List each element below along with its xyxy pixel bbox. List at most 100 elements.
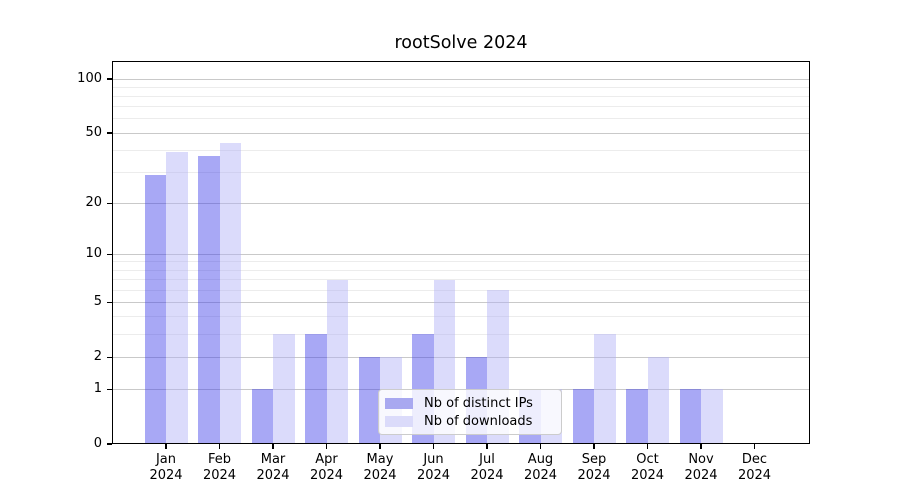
x-tick-label-dec: Dec 2024 bbox=[728, 452, 782, 483]
bar-distinct-ips-nov bbox=[679, 389, 701, 444]
x-tick-year-nov: 2024 bbox=[684, 467, 718, 483]
gridline-major-y-5 bbox=[112, 301, 810, 303]
legend-label-downloads: Nb of downloads bbox=[424, 413, 533, 429]
gridline-minor-y-30 bbox=[112, 171, 810, 173]
x-tick-label-mar: Mar 2024 bbox=[246, 452, 300, 483]
bar-downloads-sep bbox=[594, 334, 616, 444]
bar-distinct-ips-mar bbox=[251, 389, 273, 444]
x-tick-jan bbox=[165, 444, 167, 449]
x-tick-label-nov: Nov 2024 bbox=[674, 452, 728, 483]
x-tick-year-feb: 2024 bbox=[202, 467, 237, 483]
x-tick-year-mar: 2024 bbox=[256, 467, 290, 483]
gridline-minor-y-80 bbox=[112, 95, 810, 97]
gridline-major-y-100 bbox=[112, 78, 810, 80]
bar-downloads-oct bbox=[647, 357, 669, 444]
x-tick-nov bbox=[700, 444, 702, 449]
bar-downloads-mar bbox=[273, 334, 295, 444]
gridline-minor-y-6 bbox=[112, 289, 810, 291]
gridline-minor-y-3 bbox=[112, 333, 810, 335]
x-tick-dec bbox=[753, 444, 756, 449]
bar-distinct-ips-oct bbox=[626, 389, 648, 444]
x-tick-year-oct: 2024 bbox=[630, 467, 665, 483]
x-tick-month-sep: Sep bbox=[581, 452, 607, 467]
x-tick-label-jun: Jun 2024 bbox=[407, 452, 461, 483]
y-tick-2 bbox=[107, 356, 112, 358]
gridline-minor-y-4 bbox=[112, 316, 810, 318]
y-tick-label-0: 0 bbox=[93, 436, 102, 451]
gridline-minor-y-60 bbox=[112, 118, 810, 120]
x-tick-month-may: May bbox=[366, 452, 394, 467]
legend-item-downloads: Nb of downloads bbox=[385, 413, 553, 429]
x-tick-label-oct: Oct 2024 bbox=[621, 452, 675, 483]
gridline-major-y-10 bbox=[112, 253, 810, 255]
x-tick-label-sep: Sep 2024 bbox=[567, 452, 621, 483]
y-tick-1 bbox=[107, 388, 112, 390]
y-tick-label-20: 20 bbox=[85, 195, 102, 211]
x-tick-month-apr: Apr bbox=[315, 452, 338, 467]
x-tick-oct bbox=[646, 444, 649, 449]
x-tick-feb bbox=[218, 444, 221, 449]
y-tick-label-5: 5 bbox=[93, 294, 102, 310]
x-tick-month-aug: Aug bbox=[527, 452, 554, 467]
gridline-minor-y-40 bbox=[112, 149, 810, 151]
legend-swatch-downloads-icon bbox=[385, 415, 413, 427]
bar-downloads-feb bbox=[219, 142, 241, 444]
gridline-minor-y-7 bbox=[112, 279, 810, 281]
x-tick-sep bbox=[593, 444, 595, 449]
x-tick-label-aug: Aug 2024 bbox=[514, 452, 568, 483]
y-tick-label-10: 10 bbox=[85, 246, 102, 262]
x-tick-month-nov: Nov bbox=[688, 452, 714, 467]
y-tick-20 bbox=[107, 202, 112, 204]
gridline-minor-y-9 bbox=[112, 261, 810, 263]
x-tick-jun bbox=[432, 444, 435, 449]
gridline-minor-y-70 bbox=[112, 106, 810, 108]
y-tick-100 bbox=[107, 78, 112, 80]
bar-distinct-ips-sep bbox=[572, 389, 594, 444]
x-tick-month-jun: Jun bbox=[423, 452, 444, 467]
gridline-minor-y-8 bbox=[112, 269, 810, 271]
bar-downloads-jan bbox=[166, 152, 188, 444]
y-tick-5 bbox=[107, 301, 112, 303]
x-tick-year-jan: 2024 bbox=[149, 467, 183, 483]
x-tick-month-jan: Jan bbox=[155, 452, 177, 467]
y-tick-label-100: 100 bbox=[77, 71, 102, 86]
x-tick-apr bbox=[325, 444, 328, 449]
x-tick-label-apr: Apr 2024 bbox=[300, 452, 354, 483]
x-tick-year-jul: 2024 bbox=[470, 467, 504, 483]
y-tick-50 bbox=[107, 132, 112, 134]
y-tick-label-1: 1 bbox=[93, 381, 102, 397]
gridline-major-y-20 bbox=[112, 202, 810, 204]
gridline-major-y-50 bbox=[112, 132, 810, 134]
y-tick-label-50: 50 bbox=[85, 125, 102, 141]
y-tick-10 bbox=[107, 253, 112, 255]
x-tick-aug bbox=[539, 444, 542, 449]
x-tick-label-jan: Jan 2024 bbox=[139, 452, 193, 483]
x-tick-year-apr: 2024 bbox=[309, 467, 344, 483]
x-tick-month-oct: Oct bbox=[636, 452, 659, 467]
legend-swatch-distinct-ips-icon bbox=[385, 397, 413, 409]
gridline-minor-y-90 bbox=[112, 86, 810, 88]
x-tick-year-may: 2024 bbox=[363, 467, 397, 483]
x-tick-mar bbox=[272, 444, 274, 449]
chart-title: rootSolve 2024 bbox=[394, 33, 528, 53]
x-tick-month-feb: Feb bbox=[207, 452, 232, 467]
y-tick-0 bbox=[107, 443, 112, 445]
x-tick-year-aug: 2024 bbox=[523, 467, 558, 483]
bar-distinct-ips-apr bbox=[305, 334, 327, 444]
bar-distinct-ips-feb bbox=[198, 156, 220, 444]
y-tick-label-2: 2 bbox=[93, 349, 102, 365]
x-tick-month-dec: Dec bbox=[741, 452, 768, 467]
x-tick-may bbox=[379, 444, 381, 449]
bar-downloads-apr bbox=[326, 279, 348, 444]
legend-item-distinct-ips: Nb of distinct IPs bbox=[385, 395, 553, 411]
gridline-major-y-2 bbox=[112, 356, 810, 358]
legend-label-distinct-ips: Nb of distinct IPs bbox=[424, 395, 533, 411]
bar-downloads-nov bbox=[701, 389, 723, 444]
x-tick-label-may: May 2024 bbox=[353, 452, 407, 483]
x-tick-label-feb: Feb 2024 bbox=[193, 452, 247, 483]
x-tick-month-jul: Jul bbox=[479, 452, 495, 467]
x-tick-month-mar: Mar bbox=[260, 452, 286, 467]
bar-distinct-ips-jan bbox=[144, 175, 166, 444]
x-tick-year-dec: 2024 bbox=[737, 467, 772, 483]
